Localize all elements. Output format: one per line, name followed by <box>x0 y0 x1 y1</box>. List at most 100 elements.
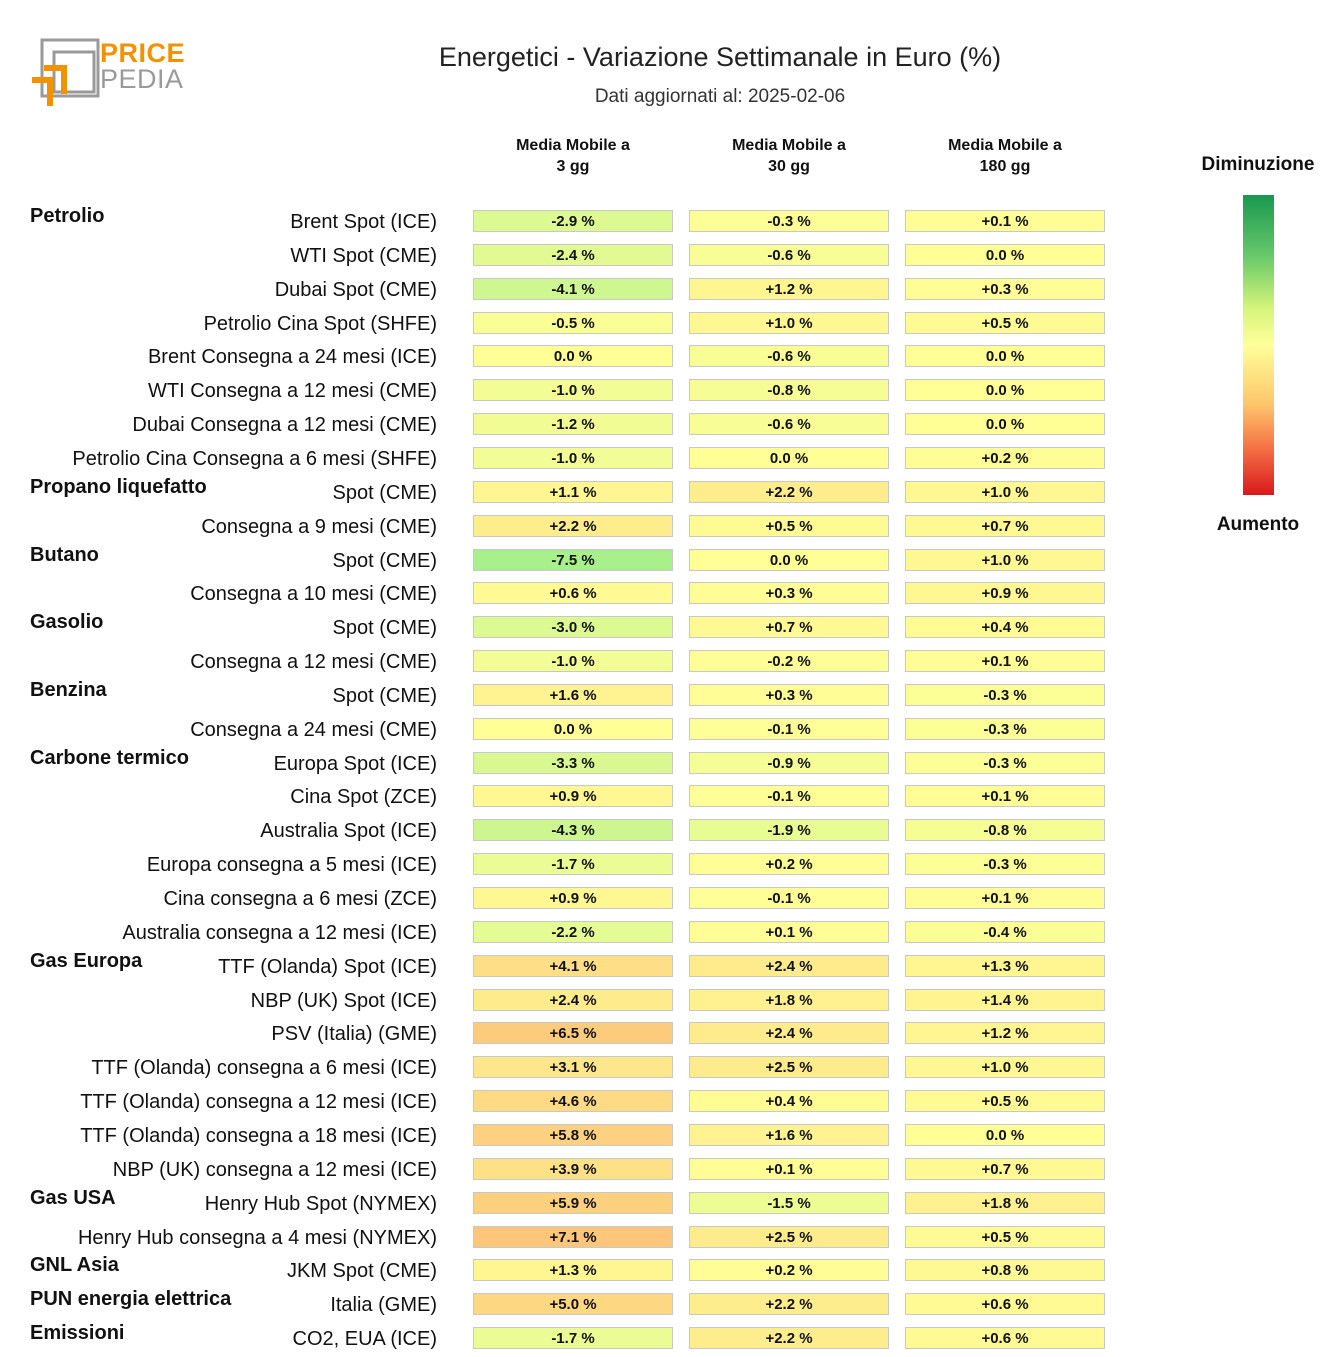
legend-color-bar <box>1243 195 1274 495</box>
heatmap-cell: +1.0 % <box>689 311 889 334</box>
heatmap-cell: +7.1 % <box>473 1225 673 1248</box>
group-label: Benzina <box>30 678 107 701</box>
heatmap-cell: -0.1 % <box>689 717 889 740</box>
logo-mark-icon <box>32 38 100 106</box>
group-label: Gasolio <box>30 611 104 634</box>
group-label: GNL Asia <box>30 1254 119 1277</box>
heatmap-cell: -3.0 % <box>473 616 673 639</box>
group-label: Petrolio <box>30 205 105 227</box>
row-label: TTF (Olanda) consegna a 18 mesi (ICE) <box>80 1124 437 1147</box>
row-label: TTF (Olanda) Spot (ICE) <box>218 955 437 978</box>
heatmap-cell: +0.8 % <box>905 1259 1105 1282</box>
heatmap-cell: +0.1 % <box>905 650 1105 673</box>
heatmap-cell: +1.3 % <box>473 1259 673 1282</box>
row-label: JKM Spot (CME) <box>286 1260 437 1283</box>
row-label: NBP (UK) Spot (ICE) <box>250 989 437 1012</box>
row-label: Consegna a 10 mesi (CME) <box>190 583 437 606</box>
row-label: TTF (Olanda) consegna a 6 mesi (ICE) <box>91 1057 437 1080</box>
heatmap-cell: +0.2 % <box>689 853 889 876</box>
group-label: Carbone termico <box>30 746 189 769</box>
row-label: Europa consegna a 5 mesi (ICE) <box>146 854 437 877</box>
heatmap-cell: -1.5 % <box>689 1191 889 1214</box>
heatmap-cell: -0.3 % <box>905 717 1105 740</box>
heatmap-cell: +1.1 % <box>473 480 673 503</box>
heatmap-cell: +3.1 % <box>473 1056 673 1079</box>
heatmap-cell: +1.0 % <box>905 1056 1105 1079</box>
heatmap-cell: -1.0 % <box>473 379 673 402</box>
heatmap-cell: -3.3 % <box>473 751 673 774</box>
heatmap-cell: +5.9 % <box>473 1191 673 1214</box>
column-header: Media Mobile a 180 gg <box>948 137 1062 175</box>
heatmap-cell: +0.3 % <box>689 683 889 706</box>
heatmap-cell: +2.5 % <box>689 1056 889 1079</box>
heatmap-cell: +0.6 % <box>473 582 673 605</box>
heatmap-cell: 0.0 % <box>905 1123 1105 1146</box>
heatmap-cell: +0.5 % <box>905 1090 1105 1113</box>
row-label: Henry Hub consegna a 4 mesi (NYMEX) <box>77 1226 437 1249</box>
heatmap-cell: -0.6 % <box>689 345 889 368</box>
heatmap-cell: +6.5 % <box>473 1022 673 1045</box>
heatmap-cell: +0.5 % <box>905 311 1105 334</box>
heatmap-cell: +0.7 % <box>905 1157 1105 1180</box>
legend-bottom-label: Aumento <box>1216 514 1300 535</box>
row-label: Brent Consegna a 24 mesi (ICE) <box>147 346 437 369</box>
heatmap-cell: +0.7 % <box>905 514 1105 537</box>
heatmap-cell: -7.5 % <box>473 548 673 571</box>
heatmap-cell: -0.3 % <box>689 210 889 232</box>
heatmap-cell: -4.3 % <box>473 819 673 842</box>
group-label: Propano liquefatto <box>30 475 207 498</box>
heatmap-cell: +0.1 % <box>689 920 889 943</box>
heatmap-cell: 0.0 % <box>689 446 889 469</box>
heatmap-cell: +2.2 % <box>473 514 673 537</box>
heatmap-cell: 0.0 % <box>905 379 1105 402</box>
heatmap-cell: +0.5 % <box>905 1225 1105 1248</box>
heatmap-cell: +2.4 % <box>689 954 889 977</box>
heatmap-cell: +0.1 % <box>689 1157 889 1180</box>
heatmap-cell: +2.2 % <box>689 1327 889 1350</box>
heatmap-cell: -1.9 % <box>689 819 889 842</box>
heatmap-cell: 0.0 % <box>689 548 889 571</box>
heatmap-cell: 0.0 % <box>905 243 1105 266</box>
row-label: Cina Spot (ZCE) <box>290 786 437 809</box>
row-label: WTI Consegna a 12 mesi (CME) <box>148 380 437 403</box>
heatmap-cell: +0.6 % <box>905 1293 1105 1316</box>
row-label: Italia (GME) <box>330 1294 437 1317</box>
heatmap-cell: +5.0 % <box>473 1293 673 1316</box>
group-label: Gas Europa <box>30 949 143 972</box>
heatmap-cell: +2.4 % <box>473 988 673 1011</box>
heatmap-cell: -0.5 % <box>473 311 673 334</box>
heatmap-cell: -0.3 % <box>905 683 1105 706</box>
heatmap-cell: +1.3 % <box>905 954 1105 977</box>
heatmap-cell: -0.6 % <box>689 243 889 266</box>
heatmap-cell: -2.2 % <box>473 920 673 943</box>
chart-title: Energetici - Variazione Settimanale in E… <box>438 42 1002 72</box>
heatmap-cell: -4.1 % <box>473 277 673 300</box>
legend-top-label: Diminuzione <box>1201 154 1315 175</box>
logo-pedia-text: PEDIA <box>100 64 184 94</box>
heatmap-cell: +1.6 % <box>473 683 673 706</box>
heatmap-cell: -1.2 % <box>473 413 673 436</box>
heatmap-cell: +1.0 % <box>905 548 1105 571</box>
heatmap-cell: +4.6 % <box>473 1090 673 1113</box>
heatmap-cell: +2.4 % <box>689 1022 889 1045</box>
row-label: WTI Spot (CME) <box>290 244 437 267</box>
heatmap-cell: -0.2 % <box>689 650 889 673</box>
heatmap-cell: -0.6 % <box>689 413 889 436</box>
heatmap-cell: +2.2 % <box>689 1293 889 1316</box>
heatmap-cell: -0.4 % <box>905 920 1105 943</box>
row-label: Cina consegna a 6 mesi (ZCE) <box>163 888 437 910</box>
heatmap-cell: -2.9 % <box>473 210 673 232</box>
row-label: Consegna a 12 mesi (CME) <box>190 651 437 674</box>
row-label: Europa Spot (ICE) <box>273 752 437 775</box>
heatmap-cell: -0.3 % <box>905 853 1105 876</box>
row-label: Dubai Consegna a 12 mesi (CME) <box>132 414 437 437</box>
heatmap-cell: +0.4 % <box>689 1090 889 1113</box>
heatmap-cell: +0.5 % <box>689 514 889 537</box>
heatmap-cell: +1.6 % <box>689 1123 889 1146</box>
row-label: Consegna a 24 mesi (CME) <box>190 718 437 741</box>
pricepedia-logo: PRICE PEDIA <box>30 36 190 110</box>
heatmap-cell: 0.0 % <box>905 345 1105 368</box>
row-label: PSV (Italia) (GME) <box>271 1023 437 1046</box>
heatmap-cell: -0.1 % <box>689 887 889 909</box>
heatmap-cell: +0.2 % <box>689 1259 889 1282</box>
